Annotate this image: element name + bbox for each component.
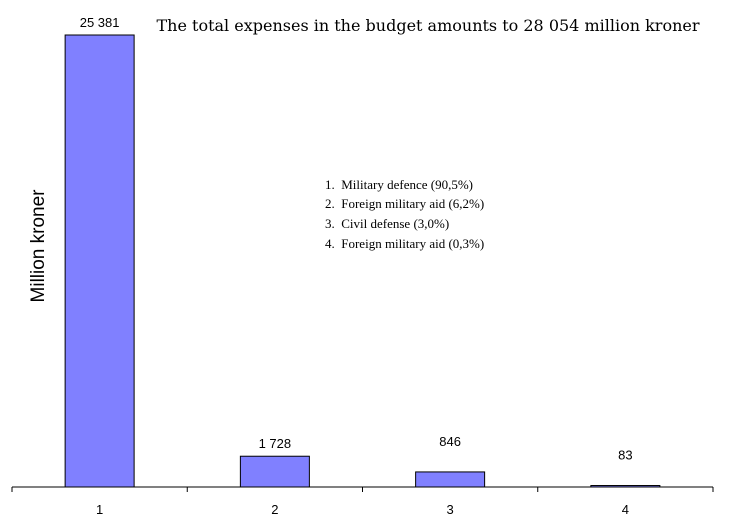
legend-entry-3: 3. Civil defense (3,0%) — [325, 216, 449, 231]
legend-entry-1: 1. Military defence (90,5%) — [325, 177, 473, 192]
data-label-2: 1 728 — [259, 436, 292, 451]
bar-1 — [64, 34, 135, 488]
y-axis-label: Million kroner — [28, 189, 49, 303]
legend-entry-2: 2. Foreign military aid (6,2%) — [325, 196, 484, 211]
bar-3 — [415, 471, 486, 488]
legend-entry-4: 4. Foreign military aid (0,3%) — [325, 236, 484, 251]
x-tick-label-3: 3 — [447, 502, 454, 517]
data-labels: 25 381 1 728 846 83 — [80, 15, 633, 463]
data-label-1: 25 381 — [80, 15, 120, 30]
data-label-3: 846 — [439, 434, 461, 449]
legend: 1. Military defence (90,5%) 2. Foreign m… — [325, 177, 484, 251]
data-label-4: 83 — [618, 448, 632, 463]
bar-2 — [239, 455, 310, 488]
x-axis-tick-labels: 1 2 3 4 — [96, 502, 629, 517]
chart-title: The total expenses in the budget amounts… — [156, 16, 699, 35]
x-tick-label-1: 1 — [96, 502, 103, 517]
x-tick-label-4: 4 — [622, 502, 629, 517]
x-tick-label-2: 2 — [271, 502, 278, 517]
x-axis-ticks — [11, 487, 714, 492]
bars — [64, 34, 661, 488]
